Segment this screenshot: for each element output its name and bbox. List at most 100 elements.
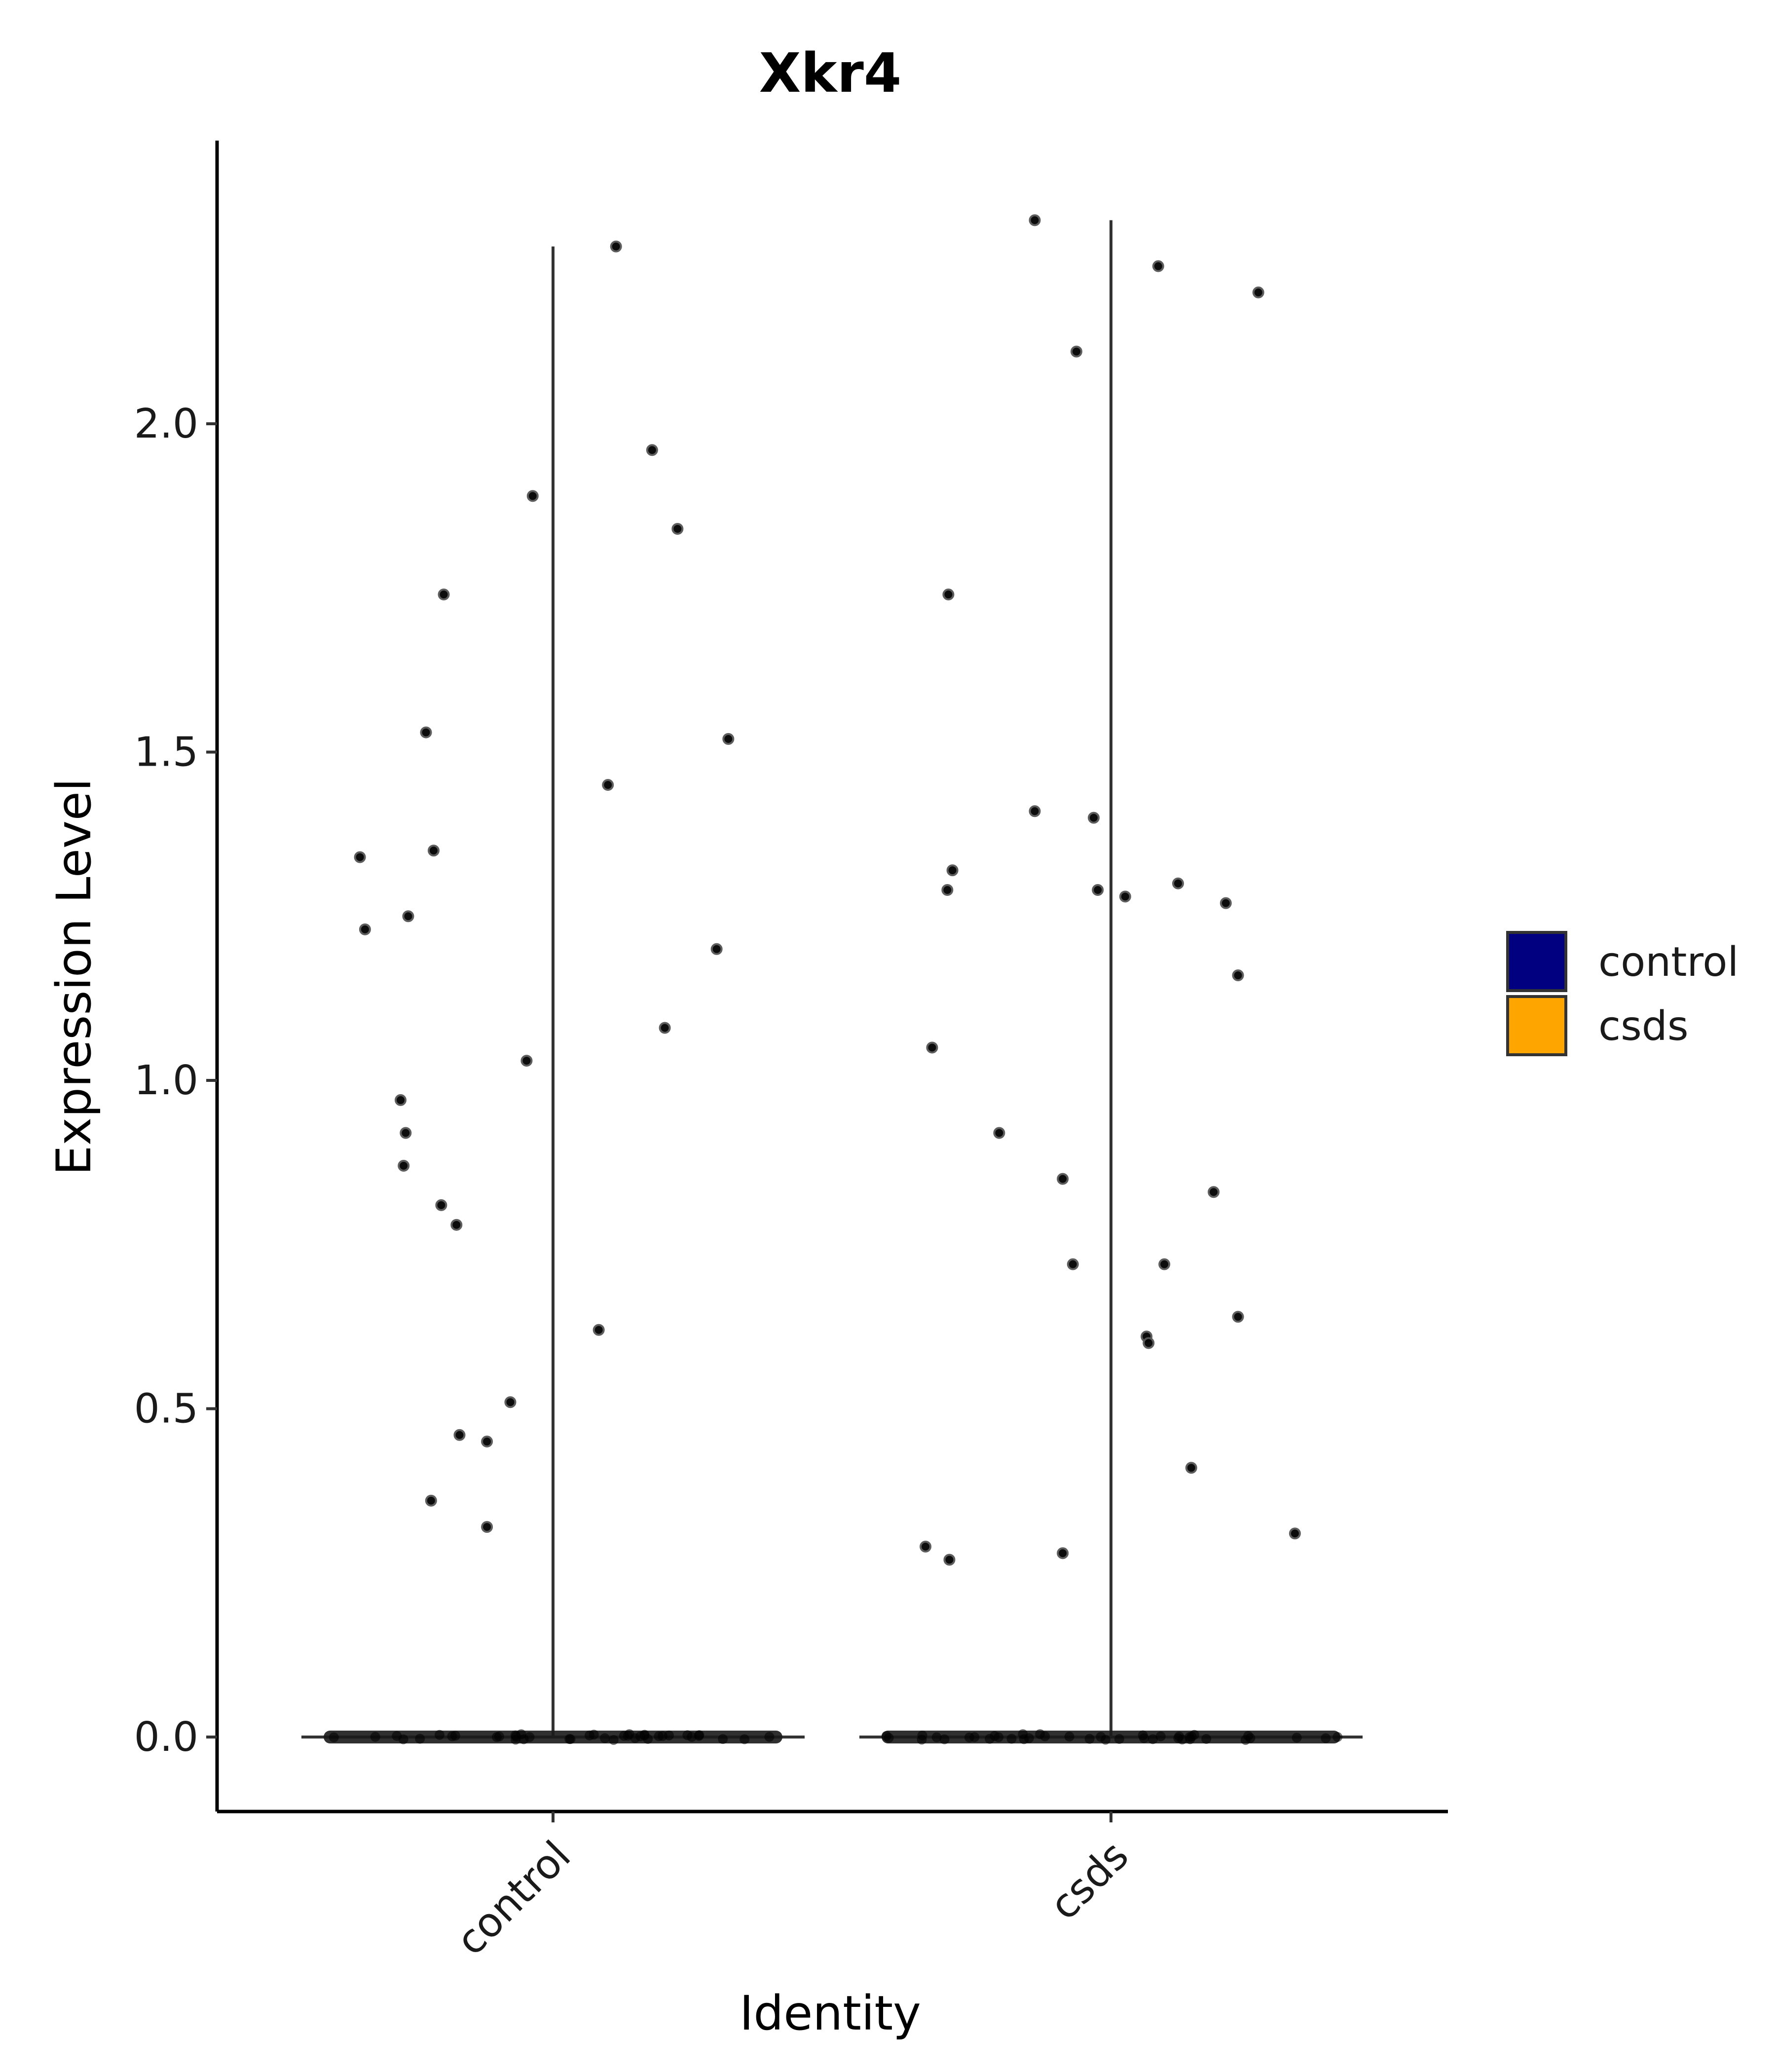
zero-point-control: [415, 1734, 425, 1744]
data-point: [398, 1160, 410, 1172]
zero-point-csds: [917, 1730, 927, 1740]
data-point: [425, 1494, 437, 1507]
chart-title: Xkr4: [759, 41, 902, 105]
data-point: [1087, 812, 1100, 824]
y-tick-label: 2.0: [134, 401, 198, 447]
zero-point-control: [565, 1734, 576, 1744]
data-point: [943, 1554, 956, 1566]
data-point: [1029, 214, 1041, 226]
data-point: [1158, 1258, 1171, 1270]
data-point: [481, 1436, 493, 1448]
data-point: [1057, 1173, 1069, 1185]
data-point: [646, 444, 658, 456]
zero-point-csds: [1064, 1732, 1074, 1742]
x-tick-label: csds: [1041, 1832, 1138, 1929]
zero-point-control: [524, 1732, 535, 1742]
zero-point-control: [510, 1730, 520, 1740]
data-point: [1029, 805, 1041, 817]
zero-point-csds: [990, 1731, 1000, 1741]
data-point: [354, 851, 366, 863]
data-point: [1057, 1547, 1069, 1559]
data-point: [359, 923, 371, 935]
y-tick-label: 0.5: [134, 1386, 198, 1433]
data-point: [1252, 286, 1264, 298]
data-point: [481, 1521, 493, 1533]
data-point: [941, 884, 954, 896]
zero-point-csds: [1186, 1732, 1197, 1742]
zero-point-csds: [964, 1732, 974, 1742]
y-tick-label: 1.0: [134, 1057, 198, 1104]
data-point: [1172, 877, 1184, 889]
zero-point-csds: [1177, 1735, 1187, 1745]
zero-point-csds: [939, 1734, 950, 1744]
data-point: [1208, 1186, 1220, 1198]
y-tick-label: 0.0: [134, 1714, 198, 1761]
zero-point-control: [370, 1732, 380, 1742]
data-point: [453, 1429, 466, 1441]
data-point: [395, 1094, 407, 1106]
data-point: [942, 589, 955, 601]
legend: control csds: [1506, 931, 1739, 1056]
data-point: [592, 1324, 605, 1336]
data-point: [610, 240, 622, 253]
x-axis-title: Identity: [740, 1986, 921, 2041]
data-point: [926, 1041, 938, 1054]
zero-point-control: [664, 1730, 674, 1740]
data-point: [1092, 884, 1104, 896]
zero-point-csds: [1201, 1734, 1212, 1744]
data-point: [602, 779, 614, 791]
data-point: [946, 864, 959, 877]
zero-point-control: [623, 1731, 633, 1741]
y-axis-title: Expression Level: [46, 778, 102, 1175]
data-point: [1185, 1462, 1197, 1474]
plot-area: [301, 214, 1363, 1745]
violin-group-control: [301, 240, 805, 1745]
data-point: [659, 1022, 671, 1034]
zero-point-control: [450, 1731, 460, 1741]
zero-point-csds: [1096, 1732, 1106, 1742]
zero-point-control: [740, 1734, 750, 1744]
data-point: [400, 1127, 412, 1139]
zero-point-control: [718, 1734, 728, 1744]
zero-point-csds: [1024, 1733, 1034, 1743]
x-tick-label: control: [447, 1832, 580, 1964]
zero-point-control: [639, 1731, 650, 1741]
data-point: [1289, 1527, 1301, 1540]
data-point: [427, 845, 440, 857]
data-point: [1067, 1258, 1079, 1270]
zero-point-control: [392, 1731, 402, 1741]
data-point: [1070, 345, 1082, 358]
zero-point-csds: [931, 1732, 942, 1742]
zero-point-csds: [1292, 1733, 1302, 1743]
zero-point-csds: [1084, 1734, 1095, 1744]
zero-point-control: [434, 1730, 444, 1740]
zero-point-csds: [1147, 1734, 1158, 1744]
legend-label-csds: csds: [1598, 1003, 1689, 1050]
data-point: [710, 943, 723, 955]
zero-point-control: [764, 1732, 775, 1742]
data-point: [450, 1219, 463, 1231]
data-point: [504, 1396, 517, 1408]
zero-point-csds: [1114, 1734, 1124, 1744]
zero-point-csds: [1155, 1731, 1166, 1741]
zero-point-control: [589, 1730, 599, 1740]
zero-point-csds: [881, 1731, 891, 1741]
data-point: [435, 1199, 447, 1211]
data-point: [671, 522, 684, 535]
zero-point-control: [329, 1732, 339, 1742]
zero-point-control: [600, 1733, 610, 1743]
axes: 0.0 0.5 1.0 1.5 2.0 control csds: [134, 141, 1448, 1964]
zero-point-csds: [1332, 1732, 1343, 1742]
data-point: [1152, 260, 1164, 272]
legend-swatch-csds: [1506, 995, 1567, 1056]
data-point: [1119, 890, 1131, 903]
data-point: [1220, 897, 1232, 909]
zero-point-control: [494, 1731, 504, 1741]
data-point: [722, 733, 735, 745]
data-point: [1143, 1337, 1155, 1349]
zero-point-control: [608, 1735, 619, 1745]
zero-point-csds: [1006, 1734, 1017, 1744]
data-point: [402, 910, 414, 923]
zero-point-control: [654, 1731, 664, 1741]
data-point: [993, 1127, 1005, 1139]
